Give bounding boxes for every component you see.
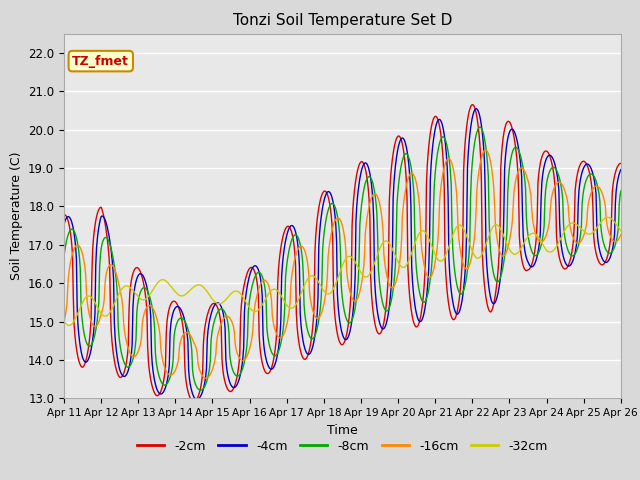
Text: TZ_fmet: TZ_fmet [72, 55, 129, 68]
Title: Tonzi Soil Temperature Set D: Tonzi Soil Temperature Set D [233, 13, 452, 28]
Legend: -2cm, -4cm, -8cm, -16cm, -32cm: -2cm, -4cm, -8cm, -16cm, -32cm [132, 435, 553, 458]
X-axis label: Time: Time [327, 424, 358, 437]
Y-axis label: Soil Temperature (C): Soil Temperature (C) [10, 152, 22, 280]
